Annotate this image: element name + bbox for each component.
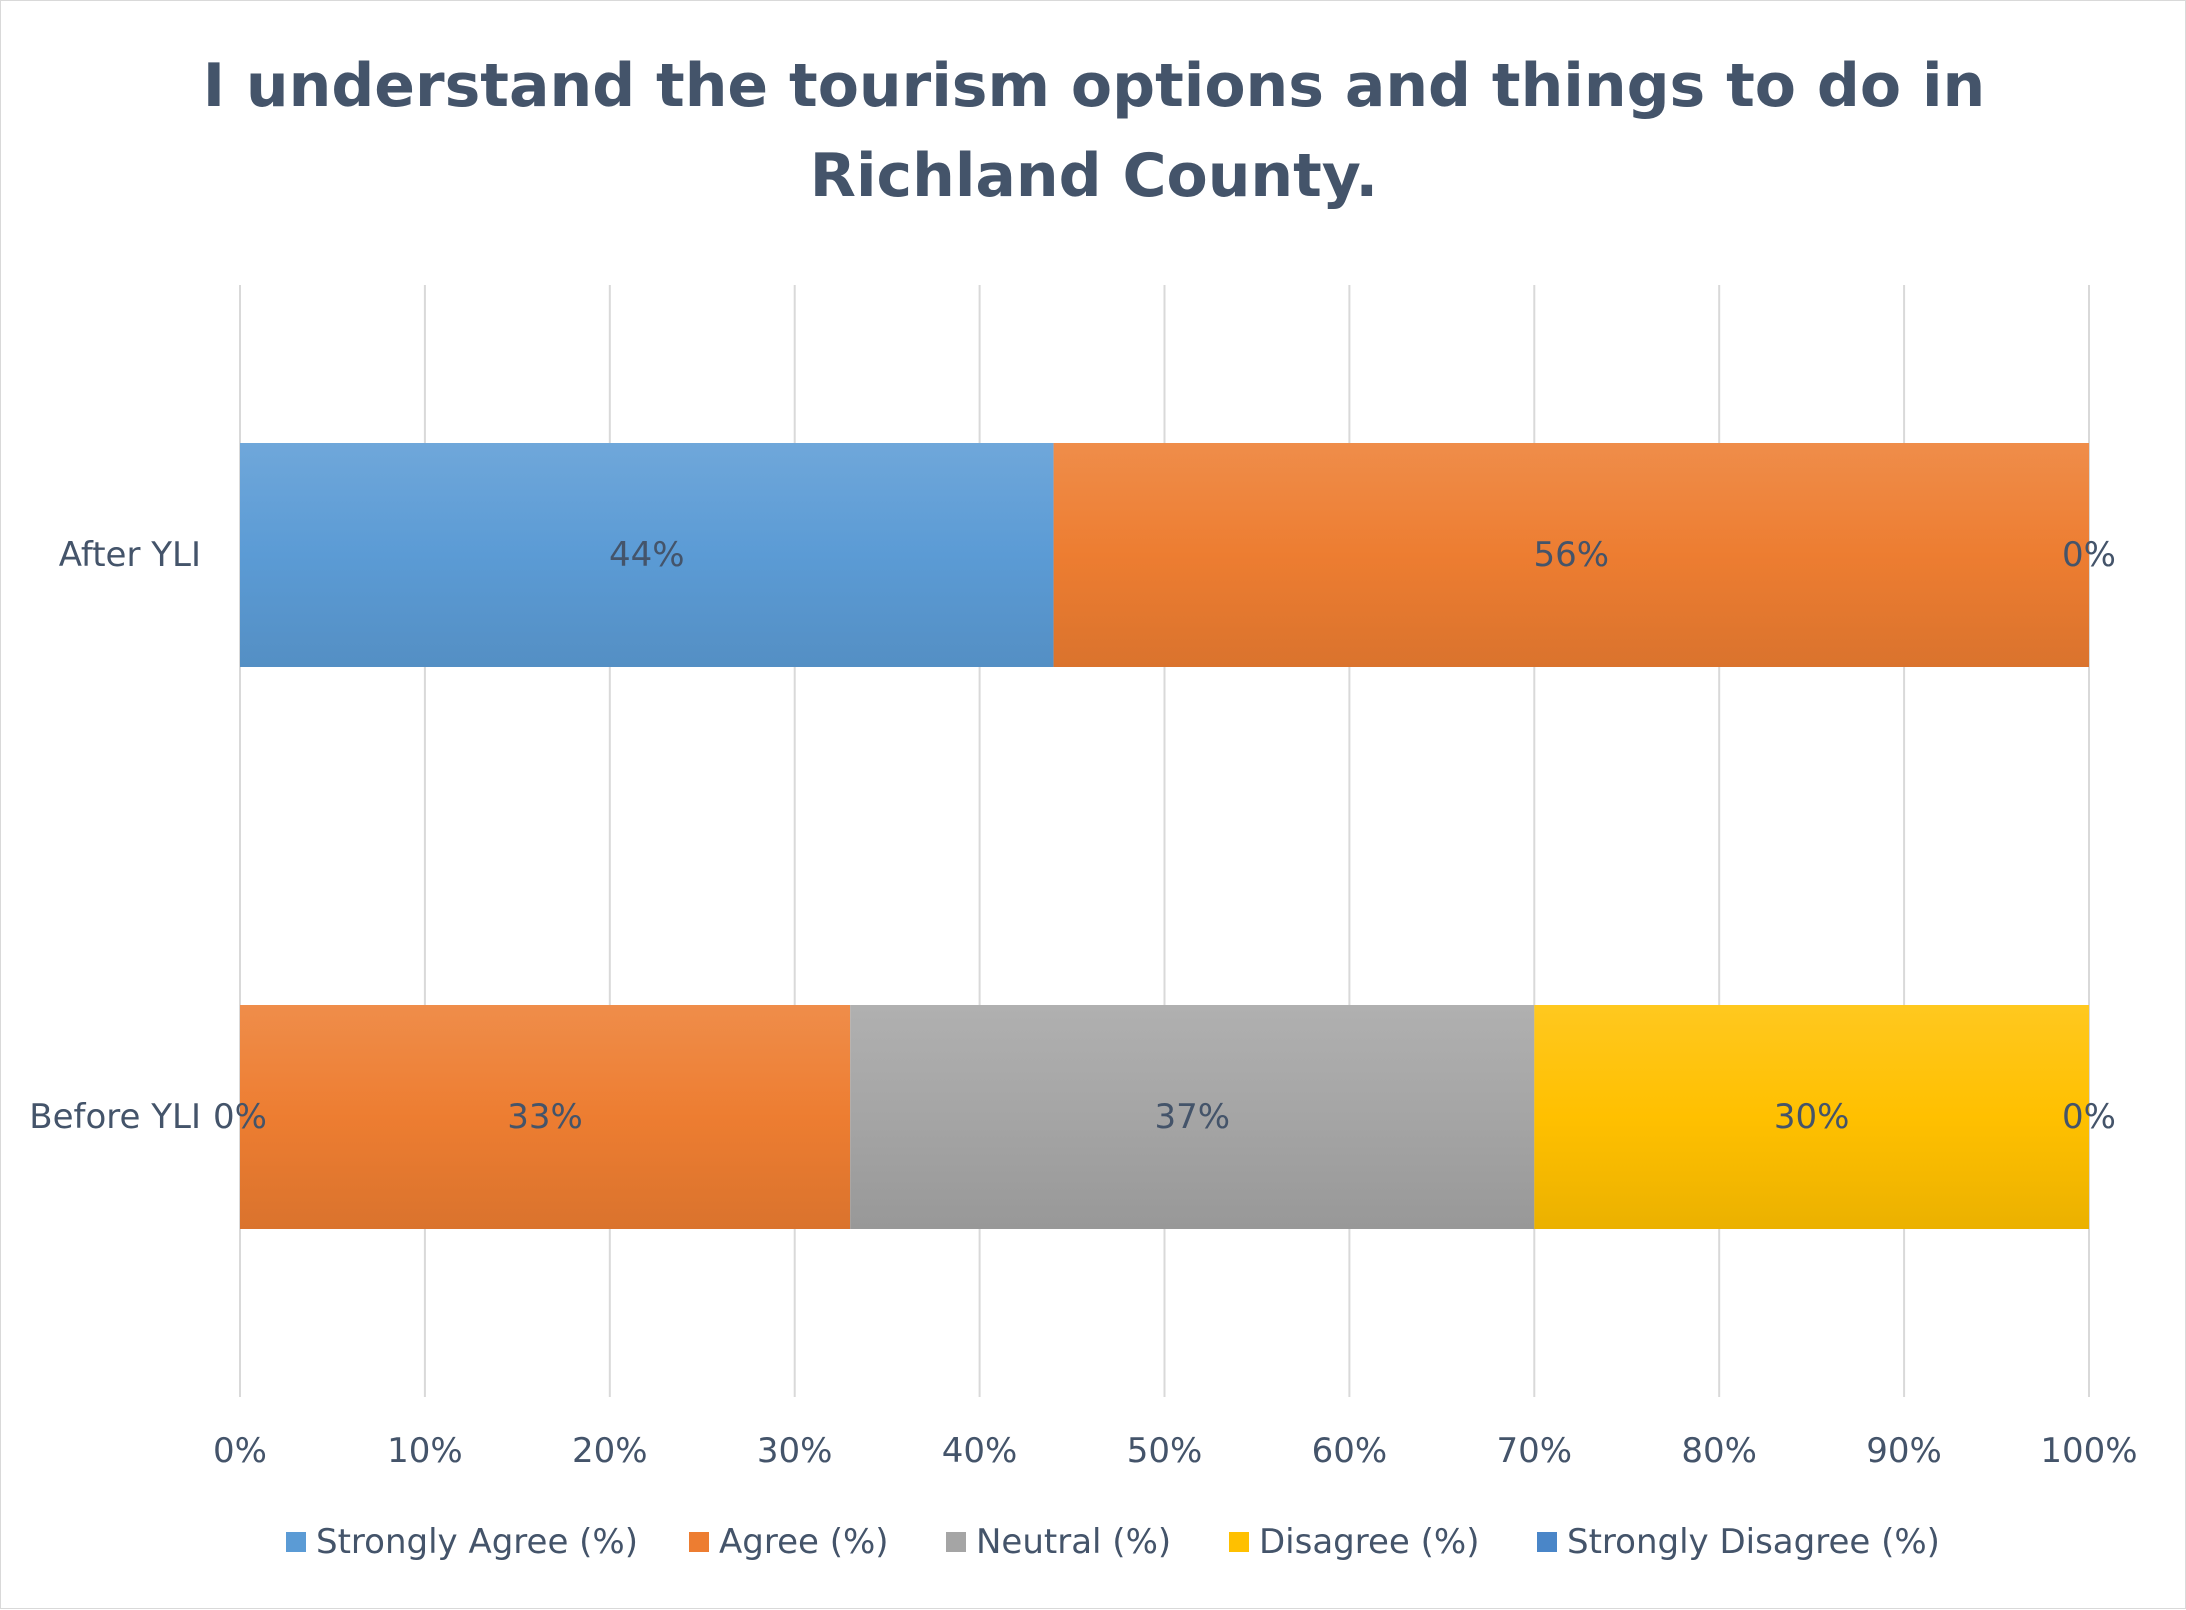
data-label-after-yli-agree: 56% <box>1533 535 1609 575</box>
legend-label-disagree: Disagree (%) <box>1259 1522 1479 1562</box>
legend-item-disagree: Disagree (%) <box>1229 1522 1479 1562</box>
bar-after-yli-agree <box>1053 443 2089 667</box>
legend-swatch-disagree <box>1229 1532 1249 1552</box>
legend-item-neutral: Neutral (%) <box>946 1522 1171 1562</box>
x-tick-label-30pct: 30% <box>757 1431 833 1471</box>
x-tick-label-70pct: 70% <box>1497 1431 1573 1471</box>
chart-title: I understand the tourism options and thi… <box>203 51 1986 211</box>
data-label-before-yli-strongly-disagree: 0% <box>2062 1097 2116 1137</box>
data-label-before-yli-agree: 33% <box>507 1097 583 1137</box>
x-tick-label-0pct: 0% <box>213 1431 267 1471</box>
legend-item-strongly-disagree: Strongly Disagree (%) <box>1537 1522 1940 1562</box>
legend-label-strongly-agree: Strongly Agree (%) <box>316 1522 638 1562</box>
category-label-before-yli: Before YLI <box>29 1097 201 1137</box>
y-axis-category-labels: After YLI Before YLI <box>29 535 201 1137</box>
x-tick-label-60pct: 60% <box>1312 1431 1388 1471</box>
bar-before-yli-neutral <box>850 1005 1535 1229</box>
bars <box>240 443 2089 1229</box>
x-axis-tick-labels: 0% 10% 20% 30% 40% 50% 60% 70% 80% 90% 100% <box>213 1431 2138 1471</box>
legend-item-strongly-agree: Strongly Agree (%) <box>286 1522 638 1562</box>
x-tick-label-100pct: 100% <box>2040 1431 2137 1471</box>
legend: Strongly Agree (%) Agree (%) Neutral (%) Di… <box>286 1522 1940 1562</box>
legend-swatch-agree <box>689 1532 709 1552</box>
legend-label-agree: Agree (%) <box>719 1522 889 1562</box>
legend-swatch-strongly-agree <box>286 1532 306 1552</box>
legend-label-neutral: Neutral (%) <box>976 1522 1171 1562</box>
legend-item-agree: Agree (%) <box>689 1522 889 1562</box>
bar-after-yli-strongly-agree <box>240 443 1054 667</box>
x-tick-label-40pct: 40% <box>942 1431 1018 1471</box>
data-label-after-yli-strongly-disagree: 0% <box>2062 535 2116 575</box>
chart-title-line-1: I understand the tourism options and thi… <box>203 51 1986 121</box>
data-label-before-yli-strongly-agree: 0% <box>213 1097 267 1137</box>
x-tick-label-90pct: 90% <box>1866 1431 1942 1471</box>
x-tick-label-50pct: 50% <box>1127 1431 1203 1471</box>
legend-swatch-strongly-disagree <box>1537 1532 1557 1552</box>
bar-before-yli-agree <box>240 1005 851 1229</box>
category-label-after-yli: After YLI <box>59 535 201 575</box>
legend-swatch-neutral <box>946 1532 966 1552</box>
x-tick-label-20pct: 20% <box>572 1431 648 1471</box>
chart-title-line-2: Richland County. <box>810 141 1378 211</box>
data-label-after-yli-strongly-agree: 44% <box>609 535 685 575</box>
x-tick-label-80pct: 80% <box>1681 1431 1757 1471</box>
x-tick-label-10pct: 10% <box>387 1431 463 1471</box>
bar-before-yli-disagree <box>1534 1005 2089 1229</box>
data-labels: 44% 56% 0% 33% 37% 30% 0% 0% <box>213 535 2116 1137</box>
data-label-before-yli-disagree: 30% <box>1774 1097 1850 1137</box>
legend-label-strongly-disagree: Strongly Disagree (%) <box>1567 1522 1940 1562</box>
data-label-before-yli-neutral: 37% <box>1154 1097 1230 1137</box>
